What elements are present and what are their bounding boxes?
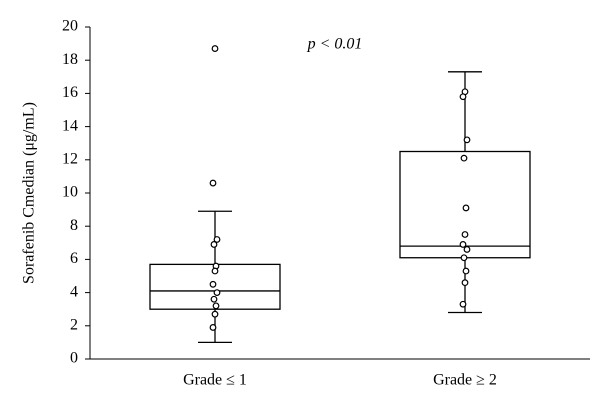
data-point xyxy=(462,204,470,212)
x-tick-label: Grade ≥ 2 xyxy=(433,372,497,389)
y-tick-label: 18 xyxy=(62,51,78,68)
y-tick-label: 6 xyxy=(70,250,78,267)
data-point xyxy=(460,254,468,262)
y-tick-label: 16 xyxy=(62,84,78,101)
data-point xyxy=(462,267,470,275)
data-point xyxy=(209,280,217,288)
y-tick-label: 14 xyxy=(62,117,78,134)
data-point xyxy=(461,279,469,287)
data-point xyxy=(210,241,218,248)
data-point xyxy=(463,136,471,144)
data-point xyxy=(212,302,220,310)
data-point xyxy=(459,300,467,308)
y-tick-label: 2 xyxy=(70,316,78,333)
data-point xyxy=(459,241,467,248)
data-point xyxy=(461,231,469,238)
x-tick-label: Grade ≤ 1 xyxy=(183,372,247,389)
annotation: p < 0.01 xyxy=(307,36,363,53)
y-axis-label: Sorafenib Cmedian (μg/mL) xyxy=(21,102,38,284)
y-tick-label: 12 xyxy=(62,150,78,167)
data-point xyxy=(213,289,221,297)
y-tick-label: 20 xyxy=(62,18,78,35)
y-tick-label: 8 xyxy=(70,217,78,234)
y-tick-label: 0 xyxy=(70,350,78,367)
data-point xyxy=(210,295,218,303)
y-tick-label: 10 xyxy=(62,184,78,201)
data-point xyxy=(460,154,468,162)
data-point xyxy=(209,324,217,331)
data-point xyxy=(463,246,471,253)
y-tick-label: 4 xyxy=(70,283,78,300)
data-point xyxy=(213,236,221,243)
data-point xyxy=(209,179,217,187)
data-point xyxy=(211,310,219,318)
data-point xyxy=(211,45,219,52)
data-point xyxy=(211,267,219,275)
data-point xyxy=(459,93,467,101)
